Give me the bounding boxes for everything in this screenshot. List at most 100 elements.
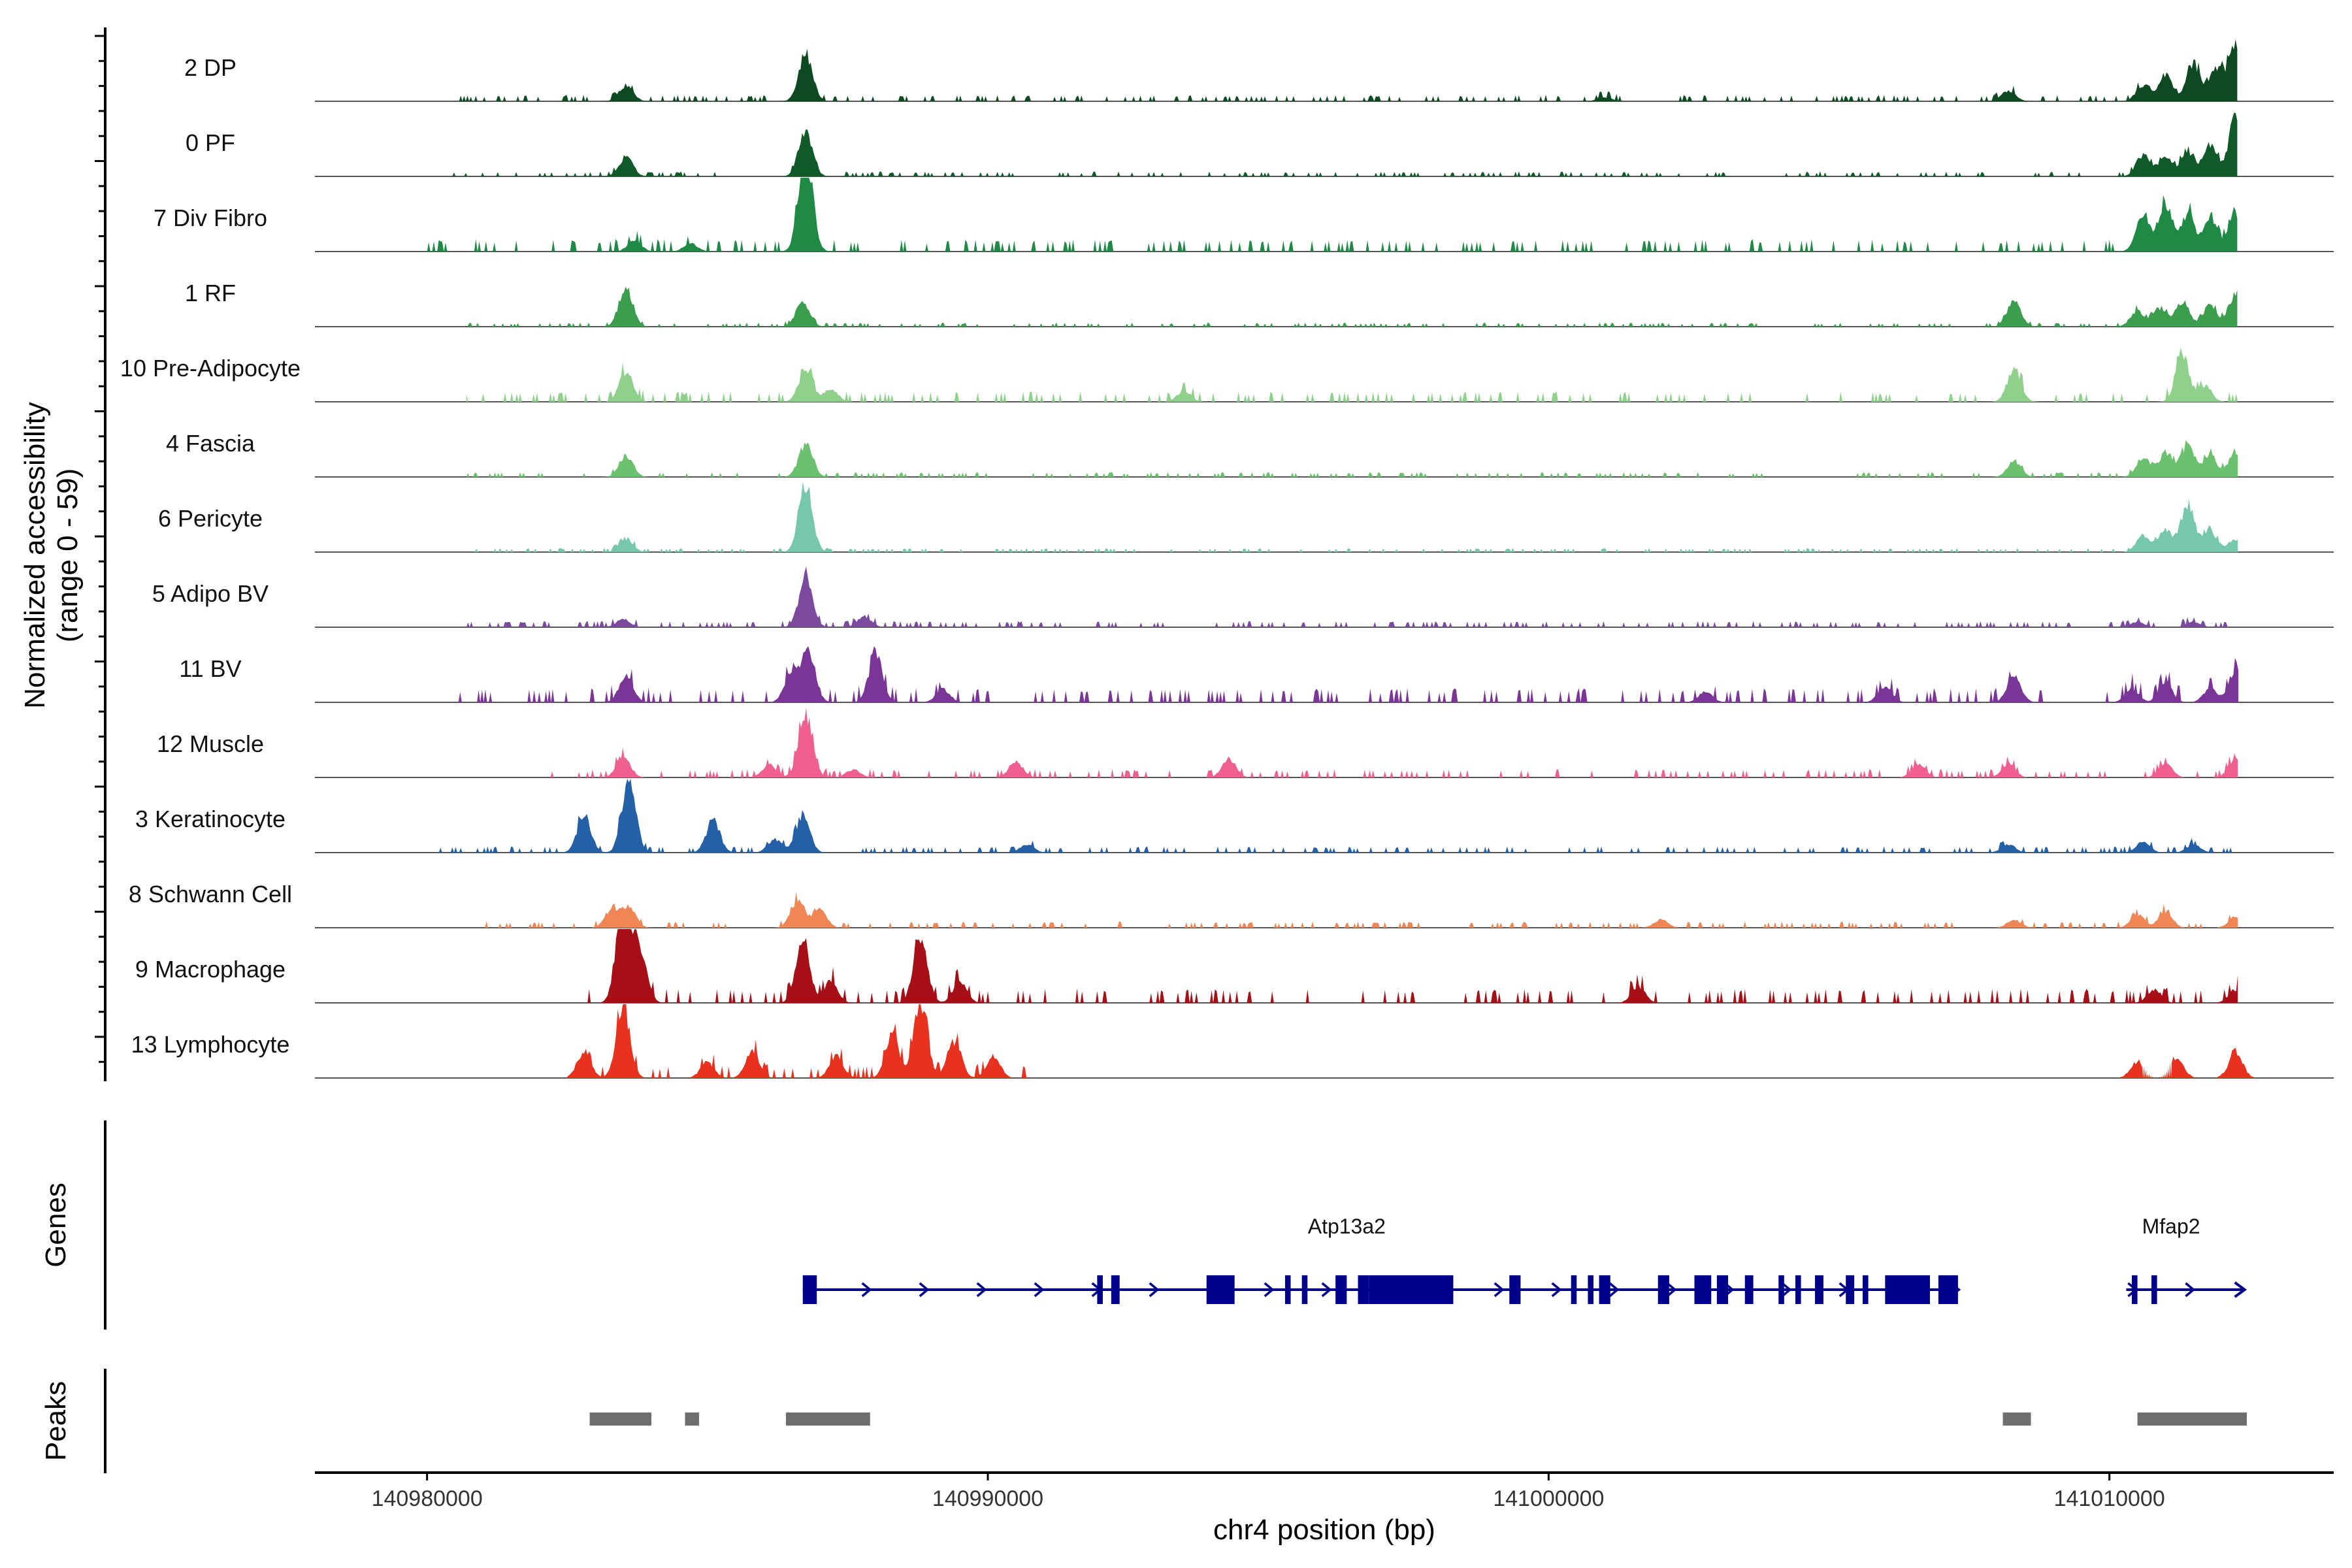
gene-label: Atp13a2: [1308, 1215, 1386, 1238]
track-3-keratinocyte: 3 Keratinocyte: [135, 779, 2334, 853]
track-6-pericyte: 6 Pericyte: [158, 481, 2334, 553]
gene-exon: [1846, 1275, 1855, 1304]
gene-exon: [1284, 1275, 1291, 1304]
peak-region: [786, 1413, 870, 1426]
coverage-area: [466, 348, 2238, 402]
track-5-adipo-bv: 5 Adipo BV: [152, 566, 2334, 628]
gene-exon: [1599, 1275, 1610, 1304]
track-label: 4 Fascia: [166, 430, 255, 457]
y-axis-title-line2: (range 0 - 59): [52, 468, 84, 643]
x-tick-label: 141010000: [2054, 1486, 2165, 1511]
track-label: 12 Muscle: [157, 730, 264, 757]
strand-arrow: [1264, 1282, 1275, 1298]
peaks-track: Peaks: [40, 1369, 2247, 1473]
peak-region: [2137, 1413, 2247, 1426]
track-label: 6 Pericyte: [158, 505, 263, 532]
coverage-area: [427, 178, 2238, 252]
coverage-area: [567, 1004, 2270, 1078]
track-1-rf: 1 RF: [185, 280, 2334, 327]
gene-exon: [1744, 1275, 1754, 1304]
gene-exon: [1369, 1275, 1454, 1304]
gene-exon: [1509, 1275, 1521, 1304]
y-axis: [95, 27, 106, 1081]
coverage-area: [444, 112, 2238, 176]
gene-exon: [1795, 1275, 1801, 1304]
track-label: 5 Adipo BV: [152, 580, 269, 607]
track-label: 9 Macrophage: [135, 956, 286, 983]
gene-exon: [802, 1275, 817, 1304]
coverage-area: [438, 646, 2239, 702]
gene-exon: [1716, 1275, 1728, 1304]
peaks-track-label: Peaks: [40, 1381, 72, 1461]
coverage-area: [466, 440, 2238, 477]
genes-track-label: Genes: [40, 1183, 72, 1267]
gene-exon: [1778, 1275, 1784, 1304]
gene-exon: [1111, 1275, 1120, 1304]
strand-arrow: [1034, 1282, 1045, 1298]
track-label: 2 DP: [184, 54, 237, 81]
track-label: 1 RF: [185, 280, 236, 306]
coverage-area: [427, 779, 2238, 853]
x-axis: 140980000 140990000 141000000 141010000: [315, 1471, 2334, 1511]
x-tick-label: 140990000: [932, 1486, 1043, 1511]
y-axis-title-line1: Normalized accessibility: [19, 402, 51, 708]
track-label: 11 BV: [179, 655, 241, 682]
track-label: 7 Div Fibro: [154, 204, 267, 231]
track-8-schwann-cell: 8 Schwann Cell: [129, 881, 2334, 928]
coverage-area: [466, 481, 2238, 552]
peak-region: [685, 1413, 699, 1426]
gene-exon: [1358, 1275, 1369, 1304]
x-tick-label: 141000000: [1493, 1486, 1604, 1511]
gene-exon: [1885, 1275, 1930, 1304]
track-label: 13 Lymphocyte: [131, 1031, 290, 1058]
track-label: 0 PF: [186, 129, 235, 156]
strand-arrow: [861, 1282, 872, 1298]
track-2-dp: 2 DP: [184, 39, 2334, 102]
gene-exon: [1694, 1275, 1712, 1304]
gene-exon: [2151, 1275, 2157, 1304]
strand-arrow: [1666, 1282, 1677, 1298]
coverage-area: [444, 39, 2238, 101]
coverage-area: [550, 708, 2238, 777]
coverage-area: [584, 929, 2238, 1003]
coverage-tracks: 2 DP 0 PF 7 Div Fibro 1 RF 10 Pre-Adipocyte 4…: [120, 39, 2334, 1079]
track-12-muscle: 12 Muscle: [157, 708, 2334, 778]
gene-exon: [1658, 1275, 1669, 1304]
strand-arrow: [919, 1282, 930, 1298]
gene-label: Mfap2: [2142, 1215, 2200, 1238]
gene-exon: [1588, 1275, 1593, 1304]
track-0-pf: 0 PF: [186, 112, 2334, 177]
strand-arrow: [1551, 1282, 1562, 1298]
peak-region: [589, 1413, 651, 1426]
track-label: 10 Pre-Adipocyte: [120, 355, 301, 382]
gene-exon: [1097, 1275, 1103, 1304]
strand-arrow: [1321, 1282, 1332, 1298]
strand-arrow: [976, 1282, 987, 1298]
x-axis-title: chr4 position (bp): [1213, 1514, 1435, 1546]
track-4-fascia: 4 Fascia: [166, 430, 2334, 478]
coverage-area: [466, 566, 2238, 627]
gene-exon: [2132, 1275, 2138, 1304]
track-label: 8 Schwann Cell: [129, 881, 292, 907]
strand-arrow: [1609, 1282, 1620, 1298]
strand-arrow: [2185, 1282, 2196, 1298]
coverage-area: [444, 286, 2238, 327]
gene-mfap2: Mfap2: [2126, 1215, 2247, 1304]
track-11-bv: 11 BV: [179, 646, 2334, 703]
gene-atp13a2: Atp13a2: [802, 1215, 1961, 1304]
gene-exon: [1206, 1275, 1235, 1304]
gene-exon: [1938, 1275, 1958, 1304]
track-label: 3 Keratinocyte: [135, 806, 286, 832]
track-13-lymphocyte: 13 Lymphocyte: [131, 1004, 2334, 1079]
x-tick-label: 140980000: [372, 1486, 483, 1511]
track-10-pre-adipocyte: 10 Pre-Adipocyte: [120, 348, 2334, 402]
gene-exon: [1863, 1275, 1869, 1304]
strand-arrow: [1494, 1282, 1505, 1298]
track-9-macrophage: 9 Macrophage: [135, 929, 2334, 1004]
gene-end-arrow: [2234, 1281, 2247, 1298]
track-7-div-fibro: 7 Div Fibro: [154, 178, 2334, 252]
coverage-area: [466, 892, 2238, 928]
strand-arrow: [1781, 1282, 1792, 1298]
gene-exon: [1335, 1275, 1347, 1304]
